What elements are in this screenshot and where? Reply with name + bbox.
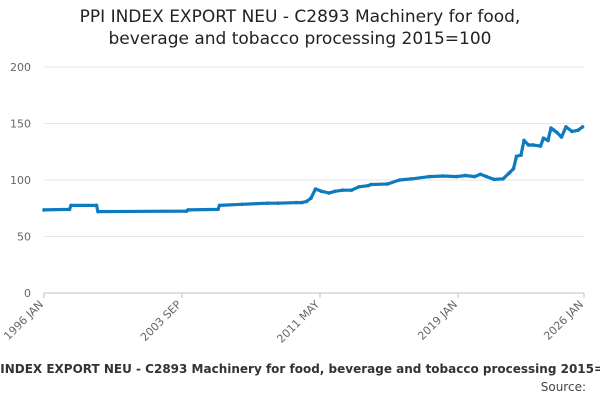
data-point [397,178,402,182]
data-point [357,184,361,189]
chart-title-line-2: beverage and tobacco processing 2015=100 [108,29,492,49]
data-point [541,136,546,140]
data-point [217,203,222,208]
data-point [304,199,309,204]
data-point [94,203,99,208]
data-point [552,128,556,133]
data-point [501,177,505,181]
data-point [385,182,390,186]
data-point [96,209,100,214]
y-tick-label: 200 [10,61,31,74]
data-point [313,187,318,191]
data-point [580,125,585,129]
data-point [511,166,516,171]
plot-area [42,125,585,214]
data-point [546,138,550,143]
y-tick-label: 0 [24,287,31,300]
y-axis: 0 50 100 150 200 [10,61,31,300]
x-axis: 1996 JAN 2003 SEP 2011 MAY 2019 JAN 2026 JAN [1,293,586,346]
y-tick-label: 100 [10,174,31,187]
y-tick-label: 150 [10,118,31,131]
data-point [507,171,511,176]
data-point [300,200,304,205]
legend-entry-label: PPI INDEX EXPORT NEU - C2893 Machinery f… [0,362,600,376]
data-point [369,182,373,187]
data-point [186,208,190,212]
data-point [472,174,477,179]
data-point [463,173,468,178]
data-point [333,189,337,194]
data-point [576,128,580,133]
data-point [555,130,559,135]
data-point [559,135,564,139]
y-tick-label: 50 [17,231,31,244]
chart-title-line-1: PPI INDEX EXPORT NEU - C2893 Machinery f… [79,7,521,27]
data-point [366,183,370,188]
data-point [265,201,270,205]
data-point [327,191,331,195]
data-point [67,207,72,212]
source-label: Source: [540,380,586,394]
x-tick-label: 2019 JAN [415,298,460,343]
data-point [276,201,280,205]
series-line-0 [42,125,585,214]
x-tick-label: 1996 JAN [1,298,46,343]
data-point [484,174,489,179]
chart-title: PPI INDEX EXPORT NEU - C2893 Machinery f… [0,6,600,50]
data-point [427,174,432,179]
x-tick-label: 2026 JAN [541,298,586,343]
data-point [570,129,574,134]
data-point [526,143,531,147]
legend: PPI INDEX EXPORT NEU - C2893 Machinery f… [0,362,600,376]
data-point [319,189,324,194]
data-point [294,200,298,205]
data-point [492,177,496,182]
data-point [309,196,313,200]
data-point [42,208,46,212]
x-tick-label: 2003 SEP [138,298,184,344]
data-point [531,143,535,147]
data-point [478,172,483,177]
data-point [564,125,568,129]
data-point [69,203,73,208]
data-point [441,174,445,178]
data-point [549,126,553,130]
data-point [216,207,220,212]
data-point [340,188,345,192]
data-point [538,144,543,148]
data-point [409,177,414,181]
data-point [240,202,244,207]
x-tick-label: 2011 MAY [274,298,322,346]
data-point [349,188,354,192]
data-point [454,174,459,179]
data-point [522,138,526,143]
data-point [514,154,519,159]
data-point [519,153,523,157]
